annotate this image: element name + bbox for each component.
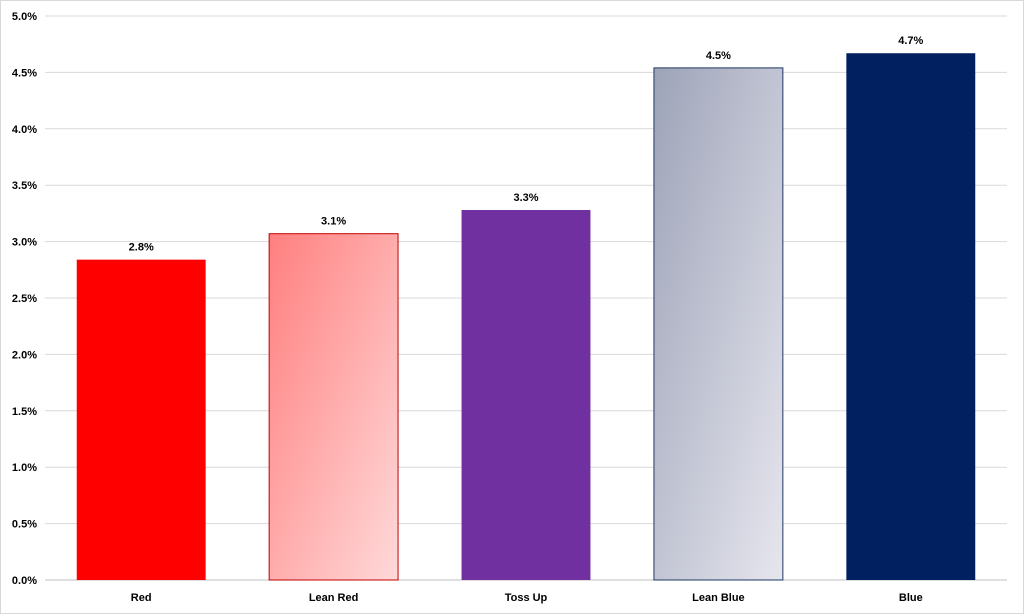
data-labels: 2.8% 3.1% 3.3% 4.5% 4.7% [129, 35, 924, 253]
y-tick-label: 0.0% [12, 575, 37, 587]
y-tick-label: 1.5% [12, 406, 37, 418]
x-tick-label-lean-red: Lean Red [309, 592, 359, 604]
data-label-blue: 4.7% [898, 35, 923, 47]
x-tick-label-red: Red [131, 592, 152, 604]
y-tick-label: 4.0% [12, 124, 37, 136]
x-tick-label-toss-up: Toss Up [505, 592, 548, 604]
y-tick-label: 2.5% [12, 293, 37, 305]
bar-blue [846, 53, 976, 580]
data-label-toss-up: 3.3% [513, 192, 538, 204]
bar-red [76, 259, 206, 580]
y-tick-label: 4.5% [12, 67, 37, 79]
data-label-lean-blue: 4.5% [706, 50, 731, 62]
y-tick-label: 5.0% [12, 11, 37, 23]
y-axis-ticks: 0.0% 0.5% 1.0% 1.5% 2.0% 2.5% 3.0% 3.5% 4.0% 4.5%… [12, 11, 37, 587]
data-label-red: 2.8% [129, 242, 154, 254]
bars [76, 53, 976, 581]
x-tick-label-lean-blue: Lean Blue [692, 592, 745, 604]
y-tick-label: 2.0% [12, 349, 37, 361]
bar-lean-blue [653, 67, 784, 581]
y-tick-label: 0.5% [12, 519, 37, 531]
x-axis-ticks: Red Lean Red Toss Up Lean Blue Blue [131, 592, 923, 604]
y-tick-label: 3.5% [12, 180, 37, 192]
bar-lean-red [268, 233, 399, 581]
y-tick-label: 3.0% [12, 237, 37, 249]
bar-toss-up [461, 210, 591, 581]
data-label-lean-red: 3.1% [321, 216, 346, 228]
y-tick-label: 1.0% [12, 462, 37, 474]
x-tick-label-blue: Blue [899, 592, 923, 604]
